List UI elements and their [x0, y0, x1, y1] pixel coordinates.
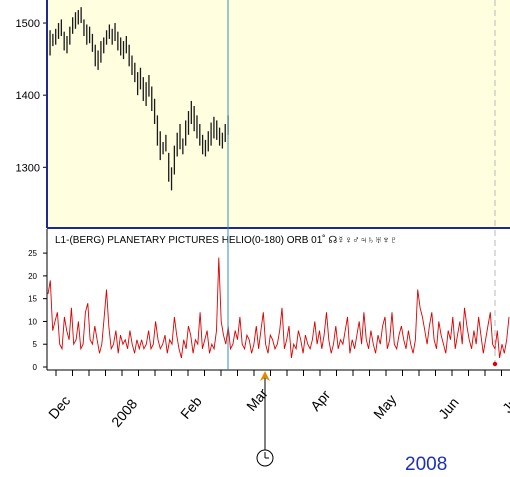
price-bar — [224, 124, 226, 143]
price-bar — [57, 23, 60, 39]
price-bar — [63, 31, 65, 51]
price-bar — [52, 33, 54, 47]
price-bar — [60, 19, 63, 37]
price-bar — [193, 105, 195, 132]
price-bar — [72, 17, 74, 34]
x-axis-label: Mar — [243, 385, 271, 414]
price-bar — [204, 139, 207, 157]
indicator-tick-label: 25 — [28, 249, 37, 258]
price-bar — [114, 23, 116, 42]
clock-icon[interactable] — [256, 449, 274, 467]
price-bar — [199, 124, 201, 146]
price-bar — [156, 115, 159, 146]
price-bar — [100, 41, 102, 63]
price-tick-label: 1500 — [16, 18, 40, 30]
price-bar — [91, 33, 94, 52]
indicator-tick-label: 0 — [33, 363, 38, 372]
price-bar — [148, 74, 150, 97]
price-bar — [196, 115, 198, 139]
x-axis-label: Jun — [435, 394, 462, 422]
x-axis-label: Jul — [499, 392, 510, 416]
price-panel-background — [47, 0, 510, 228]
price-bar — [80, 7, 82, 24]
price-bar — [168, 152, 170, 182]
price-bar — [88, 26, 91, 44]
x-axis-label: May — [370, 391, 399, 422]
price-bar — [173, 145, 176, 175]
price-y-axis: 1500 1400 1300 — [16, 18, 47, 174]
price-bar — [120, 37, 122, 56]
price-bar — [136, 72, 139, 96]
x-axis-label: Dec — [45, 393, 73, 422]
price-bar — [216, 120, 218, 140]
price-bar — [94, 44, 96, 67]
price-bar — [134, 62, 136, 83]
price-bar — [77, 10, 79, 25]
price-bar — [165, 134, 167, 152]
price-bar — [153, 98, 156, 125]
price-bar — [69, 26, 71, 45]
price-bar — [111, 28, 113, 45]
price-bar — [159, 131, 161, 161]
price-bars[interactable] — [49, 7, 229, 191]
price-tick-label: 1400 — [16, 90, 40, 102]
price-bar — [162, 142, 164, 155]
price-bar — [176, 132, 178, 157]
indicator-series[interactable] — [47, 257, 510, 359]
price-bar — [97, 50, 99, 70]
price-bar — [170, 167, 173, 191]
price-tick-label: 1300 — [16, 162, 40, 174]
year-label: 2008 — [405, 454, 447, 472]
price-bar — [139, 67, 142, 90]
time-marker[interactable] — [256, 371, 274, 467]
price-bar — [179, 124, 181, 150]
price-bar — [207, 131, 209, 152]
price-bar — [221, 132, 224, 149]
price-bar — [190, 100, 192, 125]
price-bar — [122, 41, 125, 60]
price-bar — [86, 24, 88, 45]
price-bar — [182, 138, 184, 155]
price-bar — [145, 82, 147, 106]
price-bar — [210, 122, 212, 146]
price-bar — [125, 36, 127, 54]
price-bar — [117, 31, 119, 51]
time-marker-arrow-icon[interactable] — [260, 371, 270, 381]
x-axis-labels: Dec 2008 Feb Mar Apr May Jun Jul — [45, 385, 510, 430]
price-bar — [185, 120, 187, 146]
indicator-y-axis: 25 20 15 10 5 0 — [28, 249, 47, 372]
price-bar — [108, 24, 111, 39]
price-bar — [201, 134, 204, 155]
price-bar — [74, 12, 77, 29]
price-bar — [105, 30, 108, 45]
price-bar — [49, 30, 51, 56]
indicator-tick-label: 5 — [33, 340, 38, 349]
price-bar — [142, 77, 144, 101]
price-bar — [66, 36, 68, 54]
price-bar — [55, 28, 57, 45]
price-bar — [103, 37, 105, 54]
indicator-tick-label: 10 — [28, 317, 37, 326]
x-axis-label: 2008 — [108, 396, 140, 430]
price-bar — [218, 127, 221, 146]
price-bar — [213, 116, 215, 139]
x-axis-label: Apr — [307, 387, 333, 414]
price-bar — [187, 111, 190, 135]
price-bar — [131, 55, 133, 75]
indicator-line — [47, 257, 510, 359]
indicator-panel-background — [47, 229, 510, 369]
indicator-tick-label: 15 — [28, 295, 37, 304]
indicator-end-dot — [492, 361, 498, 367]
x-axis — [55, 370, 502, 376]
price-bar — [83, 19, 85, 37]
price-bar — [128, 44, 130, 67]
indicator-tick-label: 20 — [28, 272, 37, 281]
price-bar — [151, 86, 153, 112]
indicator-label: L1-(BERG) PLANETARY PICTURES HELIO(0-180… — [55, 234, 397, 246]
x-axis-label: Feb — [177, 393, 205, 422]
